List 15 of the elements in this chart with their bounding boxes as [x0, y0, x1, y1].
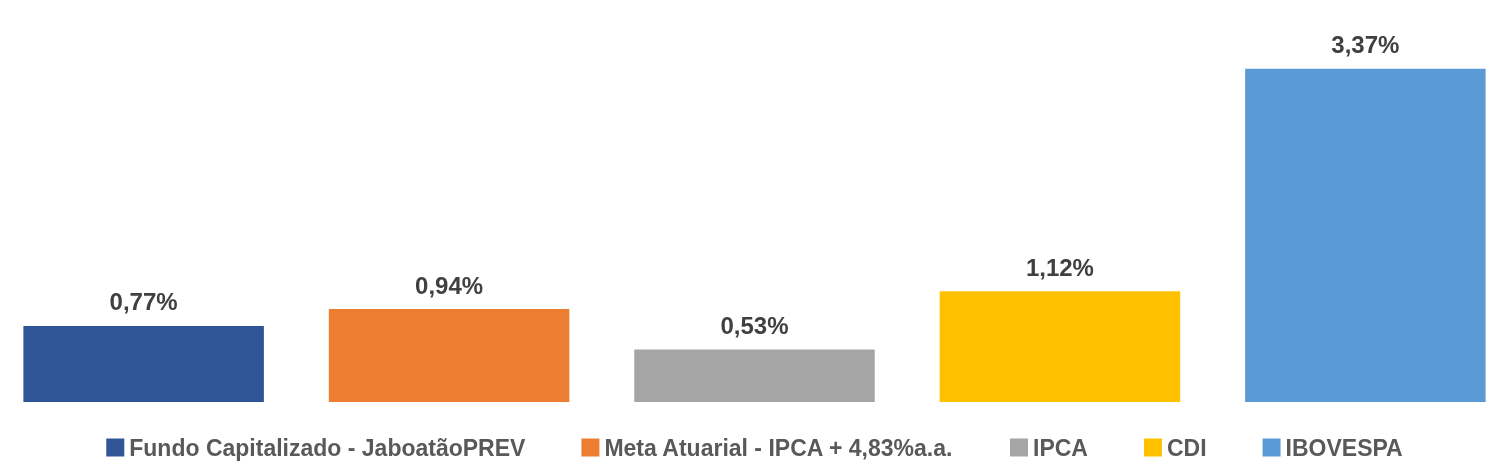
legend-label: IBOVESPA — [1285, 434, 1403, 461]
data-label: 0,77% — [109, 288, 178, 316]
bar — [634, 349, 875, 402]
bar — [23, 325, 264, 402]
bar — [328, 309, 570, 402]
data-label: 3,37% — [1331, 31, 1400, 59]
data-label: 1,12% — [1025, 253, 1094, 281]
data-label: 0,53% — [720, 312, 789, 340]
bar — [1245, 68, 1486, 402]
legend-label: Fundo Capitalizado - JaboatãoPREV — [129, 434, 527, 461]
legend-label: CDI — [1166, 434, 1207, 461]
legend-label: IPCA — [1033, 434, 1088, 461]
legend-label: Meta Atuarial - IPCA + 4,83%a.a. — [604, 434, 953, 461]
data-label: 0,94% — [415, 271, 484, 299]
bar — [939, 291, 1181, 402]
